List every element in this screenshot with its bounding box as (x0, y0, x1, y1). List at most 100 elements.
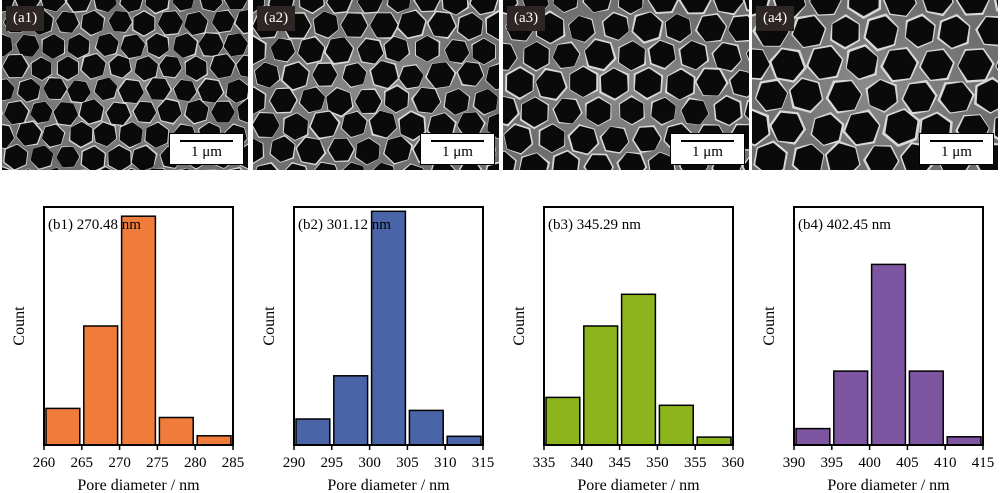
pore (325, 37, 353, 63)
histogram-bar (408, 409, 444, 446)
pore (18, 78, 41, 102)
pore (341, 13, 368, 37)
pore (31, 57, 52, 80)
pore (57, 56, 78, 80)
pore (81, 54, 106, 79)
pore (521, 97, 548, 127)
pore (56, 11, 79, 33)
x-tick-label: 345 (608, 455, 631, 471)
pore (133, 101, 156, 123)
pore (569, 16, 595, 42)
pore (371, 61, 398, 88)
pore (865, 16, 898, 49)
pore (145, 122, 169, 148)
pore (883, 49, 917, 80)
x-tick-label: 280 (184, 455, 207, 471)
pore (940, 82, 973, 113)
pore (172, 0, 194, 11)
pore (553, 151, 579, 170)
pore (752, 110, 769, 145)
pore (313, 11, 339, 38)
pore (745, 101, 749, 119)
pore (147, 33, 169, 57)
x-axis-label: Pore diameter / nm (327, 477, 450, 493)
pore (299, 0, 324, 13)
pore (41, 0, 65, 12)
pore (158, 11, 183, 35)
pore (486, 12, 499, 40)
pore (540, 124, 565, 152)
x-tick-label: 350 (646, 455, 669, 471)
pore (744, 0, 749, 10)
pore (746, 50, 749, 59)
pore (16, 122, 41, 146)
pore (327, 0, 352, 13)
pore (384, 136, 412, 163)
pore (846, 46, 878, 79)
pore (198, 79, 223, 103)
pore (620, 97, 644, 124)
mean-diameter-annotation: (b1) 270.48 nm (48, 217, 141, 233)
pore (384, 36, 409, 62)
pore (211, 101, 235, 123)
pore (2, 34, 13, 57)
pore (995, 117, 998, 138)
pore (828, 81, 861, 112)
pore (253, 0, 265, 13)
pore (200, 0, 223, 12)
pore (81, 10, 104, 35)
scale-bar-text: 1 μm (442, 144, 473, 160)
pore (81, 146, 105, 170)
histogram-bar (196, 435, 232, 446)
pore (832, 16, 859, 47)
pore (771, 112, 804, 143)
pore (4, 144, 28, 170)
pore (810, 0, 841, 15)
pore (921, 50, 953, 80)
pore (56, 146, 80, 168)
y-axis-label: Count (11, 306, 28, 346)
pore (404, 164, 424, 170)
plot-frame (543, 206, 734, 446)
x-tick-label: 415 (972, 455, 995, 471)
pore (16, 34, 40, 57)
sem-image-a4: (a4) 1 μm (752, 0, 998, 170)
pore (503, 96, 518, 124)
mean-diameter-annotation: (b4) 402.45 nm (798, 217, 891, 233)
pore (444, 89, 469, 115)
pore (713, 43, 741, 71)
pore (680, 0, 710, 13)
pore (146, 78, 171, 100)
pore (120, 34, 145, 58)
pore (601, 126, 629, 153)
pore (93, 122, 117, 147)
pore (445, 40, 470, 63)
histogram-bar (45, 407, 81, 446)
x-tick-label: 270 (108, 455, 131, 471)
pore (255, 62, 280, 88)
scale-bar: 1 μm (420, 133, 495, 165)
histogram-bar (446, 435, 482, 446)
pore (355, 90, 382, 113)
scale-bar-line (681, 140, 734, 142)
pore (210, 54, 235, 79)
pore (270, 88, 297, 113)
pore (826, 143, 860, 170)
pore (100, 167, 111, 170)
pore (665, 14, 691, 42)
pore (96, 33, 119, 56)
panel-label: (a1) (6, 6, 45, 31)
x-tick-label: 305 (396, 455, 419, 471)
pore (752, 49, 770, 79)
y-axis-label: Count (761, 306, 778, 346)
pore (2, 79, 15, 101)
pore (30, 101, 53, 123)
pore (159, 56, 182, 78)
pore (849, 0, 879, 16)
pore (53, 102, 78, 125)
pore (224, 0, 248, 10)
pore (487, 163, 499, 170)
pore (226, 79, 248, 103)
scale-bar-line (431, 140, 484, 142)
sem-image-a1: (a1) 1 μm (2, 0, 248, 170)
